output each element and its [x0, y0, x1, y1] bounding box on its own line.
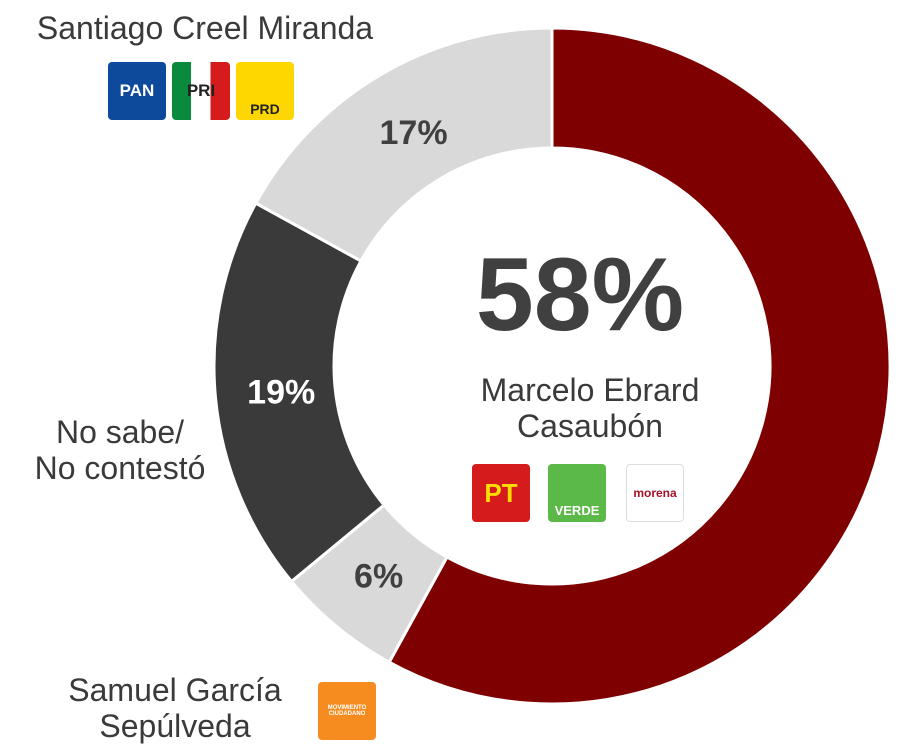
value-label: 58%: [476, 237, 684, 353]
donut-segment: [212, 201, 387, 584]
party-logo: PRI: [172, 62, 230, 120]
value-label: 19%: [247, 374, 315, 412]
value-label: 17%: [380, 114, 448, 152]
donut-segment: [253, 26, 554, 264]
party-logo: PAN: [108, 62, 166, 120]
party-logo: morena: [626, 464, 684, 522]
category-label: No sabe/ No contestó: [34, 414, 206, 486]
value-label: 6%: [354, 558, 403, 596]
party-logo: PT: [472, 464, 530, 522]
donut-segment: [387, 26, 892, 706]
party-logo: VERDE: [548, 464, 606, 522]
party-logo: MOVIMIENTO CIUDADANO: [318, 682, 376, 740]
category-label: Samuel García Sepúlveda: [68, 672, 282, 744]
party-logo: PRD: [236, 62, 294, 120]
category-label: Marcelo Ebrard Casaubón: [480, 372, 700, 444]
category-label: Santiago Creel Miranda: [36, 10, 374, 46]
